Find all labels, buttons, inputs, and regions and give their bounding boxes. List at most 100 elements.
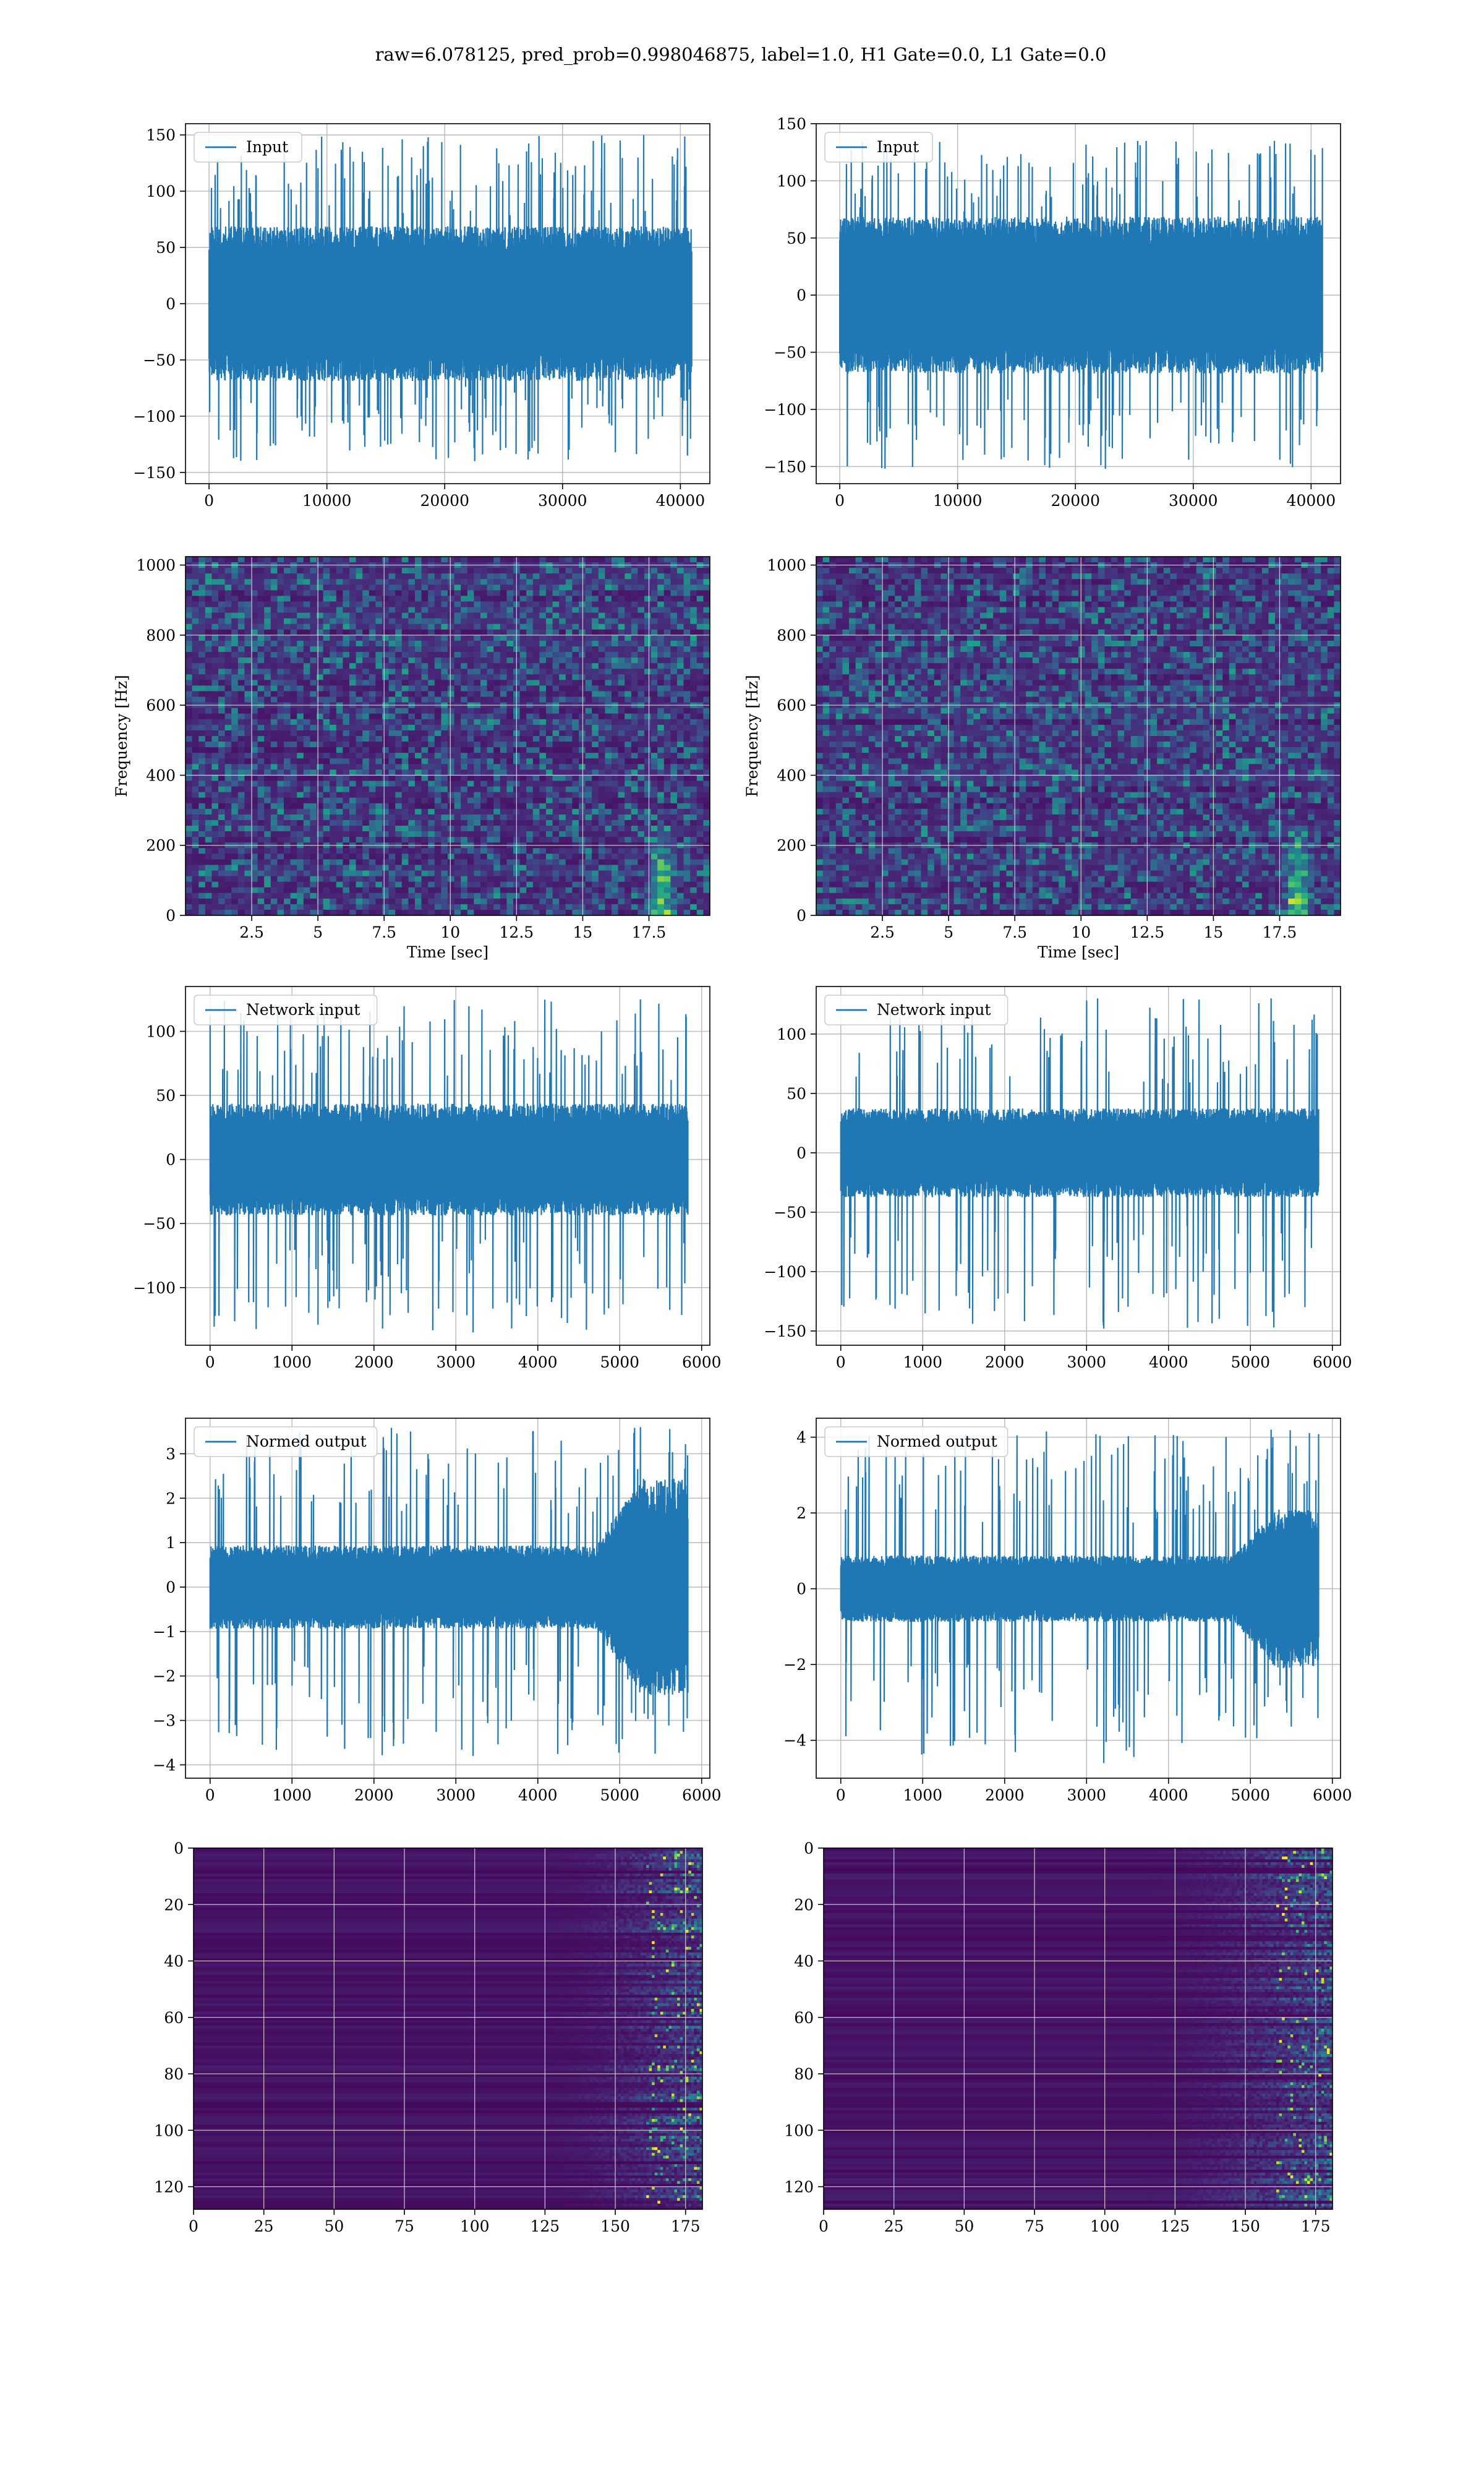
y-tick-label: 50 [787, 229, 806, 247]
x-tick-label: 30000 [1169, 492, 1218, 510]
y-tick-label: 80 [164, 2065, 184, 2083]
legend-box [824, 995, 1009, 1025]
tick-labels: 0 1000 2000 3000 4000 5000 6000 −150 −100 −50 0 50 1… [764, 1025, 1352, 1371]
heatmap-cells [194, 1848, 702, 2209]
y-tick-label: 150 [146, 126, 176, 144]
y-tick-label: 100 [154, 2121, 184, 2139]
chart-spec-l1: 2.5 5 7.5 10 12.5 15 17.5 0 200 400 600 800 1000 Time… [743, 556, 1341, 961]
y-tick-label: −100 [133, 408, 176, 426]
x-tick-label: 150 [1230, 2217, 1260, 2235]
x-tick-label: 12.5 [1130, 923, 1165, 941]
chart-norm-l1: 0 1000 2000 3000 4000 5000 6000 −4 −2 0 2 4 Normed o… [783, 1418, 1352, 1804]
x-tick-label: 100 [1090, 2217, 1120, 2235]
x-tick-label: 5 [944, 923, 953, 941]
x-tick-label: 25 [884, 2217, 904, 2235]
legend-label: Network input [877, 1001, 991, 1019]
tick-labels: 0 10000 20000 30000 40000 −150 −100 −50 0 50 100 15… [764, 115, 1336, 510]
x-tick-label: 2000 [354, 1786, 394, 1804]
x-tick-label: 6000 [682, 1353, 722, 1371]
x-tick-label: 3000 [436, 1353, 475, 1371]
y-tick-label: 80 [794, 2065, 814, 2083]
legend: Network input [194, 995, 378, 1025]
legend: Network input [824, 995, 1009, 1025]
x-tick-label: 4000 [518, 1786, 558, 1804]
y-tick-label: −4 [783, 1732, 806, 1750]
x-tick-label: 10 [440, 923, 460, 941]
y-tick-label: 600 [146, 696, 176, 714]
series-line [840, 1429, 1320, 1763]
x-tick-label: 175 [1301, 2217, 1331, 2235]
y-tick-label: 100 [777, 1025, 806, 1043]
x-tick-label: 0 [205, 1786, 215, 1804]
y-tick-label: 20 [794, 1896, 814, 1914]
x-tick-label: 5000 [600, 1353, 639, 1371]
y-tick-label: −150 [133, 464, 176, 482]
y-tick-label: −100 [133, 1279, 176, 1297]
grid-lines [824, 1848, 1333, 2209]
y-tick-label: 2 [166, 1489, 176, 1507]
x-tick-label: 5000 [1230, 1353, 1270, 1371]
x-tick-label: 125 [531, 2217, 560, 2235]
y-tick-label: 40 [164, 1953, 184, 1971]
y-tick-label: 0 [166, 1578, 176, 1596]
axes-frame [185, 986, 710, 1346]
x-tick-label: 7.5 [372, 923, 396, 941]
x-tick-label: 75 [1025, 2217, 1044, 2235]
x-tick-label: 2000 [985, 1786, 1025, 1804]
y-tick-label: 120 [154, 2178, 184, 2196]
tick-labels: 0 1000 2000 3000 4000 5000 6000 −100 −50 0 50 100 [133, 1023, 721, 1372]
y-tick-label: 1 [166, 1534, 176, 1552]
legend-label: Normed output [877, 1432, 997, 1450]
y-tick-label: 800 [146, 627, 176, 644]
y-tick-label: 1000 [767, 557, 806, 575]
y-tick-label: 100 [777, 172, 806, 190]
y-tick-label: −50 [774, 1204, 806, 1222]
y-tick-label: 0 [796, 907, 806, 925]
y-tick-label: −1 [153, 1623, 176, 1641]
x-tick-label: 125 [1161, 2217, 1190, 2235]
x-tick-label: 10000 [302, 492, 352, 510]
y-tick-label: 100 [146, 182, 176, 200]
y-tick-label: −100 [764, 401, 806, 419]
axes-frame [823, 1847, 1333, 2210]
x-tick-label: 0 [189, 2217, 198, 2235]
chart-input-l1: 0 10000 20000 30000 40000 −150 −100 −50 0 50 100 15… [764, 115, 1341, 510]
chart-feat-l1: 0 25 50 75 100 125 150 175 0 20 40 60 80 100 120 [784, 1839, 1333, 2235]
grid-lines [186, 557, 710, 915]
y-tick-label: 0 [166, 1151, 176, 1169]
chart-net-h1: 0 1000 2000 3000 4000 5000 6000 −100 −50 0 50 100 Ne… [133, 986, 722, 1372]
x-tick-label: 10000 [933, 492, 983, 510]
chart-norm-h1: 0 1000 2000 3000 4000 5000 6000 −4 −3 −2 −1 0 1 2 3 Nor… [153, 1418, 722, 1804]
x-tick-label: 1000 [903, 1353, 942, 1371]
y-tick-label: 40 [794, 1953, 814, 1971]
y-tick-label: −100 [764, 1263, 806, 1281]
x-tick-label: 25 [254, 2217, 274, 2235]
x-tick-label: 150 [600, 2217, 630, 2235]
y-tick-label: 200 [146, 837, 176, 855]
x-tick-label: 100 [460, 2217, 490, 2235]
legend-label: Normed output [246, 1432, 367, 1450]
x-tick-label: 5000 [600, 1786, 639, 1804]
legend-box [824, 1426, 1009, 1457]
y-tick-label: 0 [166, 295, 176, 313]
x-tick-label: 40000 [656, 492, 706, 510]
x-tick-label: 4000 [1149, 1786, 1188, 1804]
y-tick-label: 100 [146, 1023, 176, 1041]
x-tick-label: 2000 [354, 1353, 394, 1371]
y-tick-label: 50 [156, 1087, 176, 1105]
heatmap-cells [824, 1848, 1333, 2209]
series-line [208, 135, 693, 461]
x-tick-label: 0 [836, 1786, 846, 1804]
tick-labels: 2.5 5 7.5 10 12.5 15 17.5 0 200 400 600 800 1000 [767, 557, 1297, 941]
x-tick-label: 0 [836, 1353, 846, 1371]
x-tick-label: 75 [394, 2217, 414, 2235]
chart-feat-h1: 0 25 50 75 100 125 150 175 0 20 40 60 80 100 120 [154, 1839, 703, 2235]
axes-frame [193, 1847, 703, 2210]
legend: Normed output [824, 1426, 1009, 1457]
chart-spec-h1: 2.5 5 7.5 10 12.5 15 17.5 0 200 400 600 800 1000 Time… [113, 556, 710, 961]
heatmap-cells [186, 557, 710, 915]
grid-lines [194, 1848, 702, 2209]
y-tick-label: 200 [777, 837, 806, 855]
series-line [209, 1427, 689, 1757]
y-tick-label: 2 [796, 1504, 806, 1522]
